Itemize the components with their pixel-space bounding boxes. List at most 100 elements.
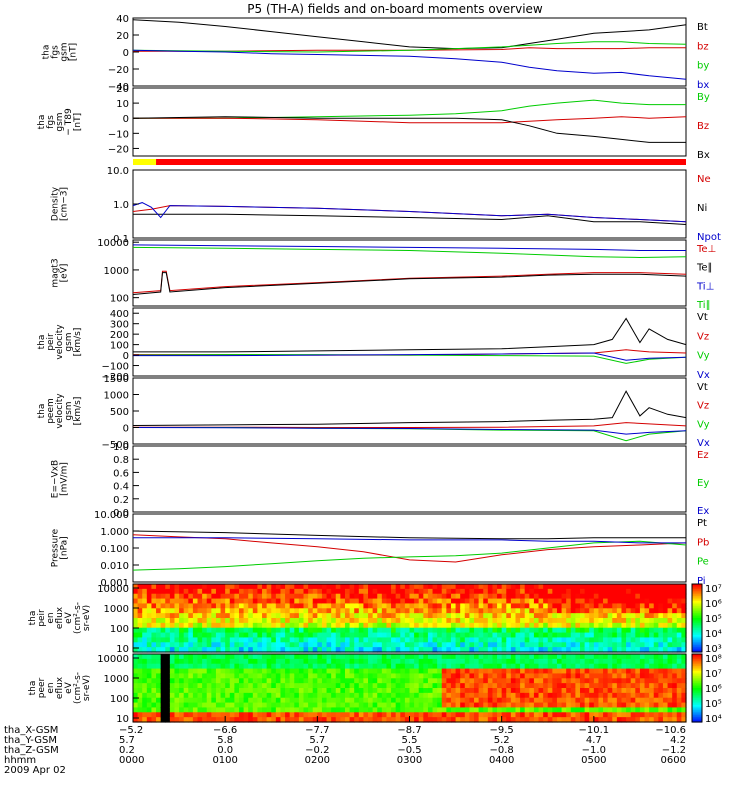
peer-spec-cell <box>137 697 143 704</box>
peir-spec-cell <box>165 584 171 590</box>
peer-spec-cell <box>142 683 148 689</box>
peer-spec-cell <box>160 658 166 665</box>
peir-spec-cell <box>243 598 249 605</box>
peer-spec-cell <box>612 663 618 670</box>
peer-spec-cell <box>437 692 443 699</box>
peer-spec-cell <box>262 663 268 670</box>
peir-spec-cell <box>441 588 447 595</box>
peer-spec-cell <box>450 717 457 723</box>
peir-spec-cell <box>169 618 176 624</box>
peer-spec-cell <box>321 692 328 699</box>
peer-spec-cell <box>238 697 245 704</box>
peir-spec-cell <box>506 637 512 643</box>
peir-spec-cell <box>598 588 604 595</box>
peer-spec-cell <box>450 697 457 704</box>
peer-spec-cell <box>589 712 595 718</box>
peer-spec-cell <box>662 678 669 684</box>
peir-spec-cell <box>225 608 231 614</box>
peer-spec-cell <box>676 712 682 718</box>
peir-spec-cell <box>464 642 471 648</box>
peir-spec-cell <box>363 632 369 639</box>
peir-spec-cell <box>630 622 636 629</box>
peir-spec-cell <box>427 622 434 629</box>
peir-spec-cell <box>635 613 641 619</box>
peir-spec-cell <box>252 632 259 639</box>
peer-spec-cell <box>372 668 378 675</box>
peer-spec-cell <box>644 668 650 675</box>
peer-spec-cell <box>257 688 263 694</box>
peir-spec-cell <box>492 588 498 595</box>
peir-spec-cell <box>363 627 369 634</box>
peer-spec-cell <box>589 654 595 660</box>
peer-spec-cell <box>639 707 646 713</box>
peir-spec-cell <box>497 637 503 643</box>
peer-spec-cell <box>248 678 254 684</box>
peer-spec-cell <box>215 697 222 704</box>
fgs-gsm-series-3 <box>132 49 687 80</box>
peir-spec-colorbar-cell <box>692 650 702 653</box>
peir-spec-cell <box>381 598 388 605</box>
peir-spec-cell <box>676 618 682 624</box>
peir-spec-cell <box>437 647 443 653</box>
peer-spec-cell <box>151 717 157 723</box>
peir-spec-cell <box>464 603 471 609</box>
peer-spec-cell <box>211 717 217 723</box>
peer-spec-cell <box>372 683 378 689</box>
peer-spec-cell <box>294 717 300 723</box>
peir-spec-cell <box>377 603 383 609</box>
peir-spec-cell <box>321 627 328 634</box>
peer-spec-cell <box>206 663 212 670</box>
peer-spec-cell <box>598 658 604 665</box>
peir-spec-cell <box>133 642 139 648</box>
peer-spec-cell <box>635 712 641 718</box>
peer-spec-cell <box>165 692 171 699</box>
peer-spec-cell <box>653 688 659 694</box>
peir-spec-cell <box>142 618 148 624</box>
peir-spec-cell <box>202 584 208 590</box>
flag-bar-segment-1 <box>156 159 686 165</box>
peir-spec-cell <box>483 608 489 614</box>
peir-spec-cell <box>538 598 544 605</box>
peer-spec-cell <box>137 717 143 723</box>
peer-spec-cell <box>487 697 494 704</box>
peir-spec-cell <box>192 593 199 600</box>
peer-spec-cell <box>368 692 374 699</box>
peir-spec-cell <box>225 632 231 639</box>
peer-spec-cell <box>575 688 581 694</box>
peir-spec-cell <box>238 608 245 614</box>
peer-spec-cell <box>556 707 563 713</box>
peer-spec-cell <box>215 692 222 699</box>
peir-spec-cell <box>575 603 581 609</box>
peer-spec-cell <box>225 673 231 679</box>
peir-spec-cell <box>483 618 489 624</box>
peer-spec-cell <box>584 654 590 660</box>
peer-spec-cell <box>202 697 208 704</box>
peir-spec-cell <box>506 603 512 609</box>
peer-spec-cell <box>202 654 208 660</box>
peer-spec-cell <box>133 658 139 665</box>
peer-spec-cell <box>400 707 406 713</box>
peer-spec-cell <box>649 663 655 670</box>
peir-spec-cell <box>510 598 517 605</box>
peir-spec-cell <box>151 627 157 634</box>
peer-spec-cell <box>616 654 623 660</box>
peer-spec-cell <box>644 678 650 684</box>
peer-spec-cell <box>229 688 235 694</box>
peer-spec-cell <box>142 692 148 699</box>
peir-spec-cell <box>395 593 401 600</box>
peir-spec-cell <box>391 608 397 614</box>
peer-spec-cell <box>644 702 650 709</box>
peir-spec-cell <box>280 627 286 634</box>
peer-spec-cell <box>547 702 553 709</box>
peer-spec-cell <box>321 697 328 704</box>
peir-spec-cell <box>672 647 678 653</box>
peer-spec-cell <box>676 683 682 689</box>
peir-spec-cell <box>377 584 383 590</box>
peir-spec-cell <box>381 642 388 648</box>
peer-spec-cell <box>510 658 517 665</box>
peir-spec-cell <box>248 603 254 609</box>
peir-spec-cell <box>543 584 549 590</box>
peir-spec-cell <box>183 608 189 614</box>
peir-spec-cell <box>317 598 323 605</box>
peir-spec-cell <box>220 642 226 648</box>
